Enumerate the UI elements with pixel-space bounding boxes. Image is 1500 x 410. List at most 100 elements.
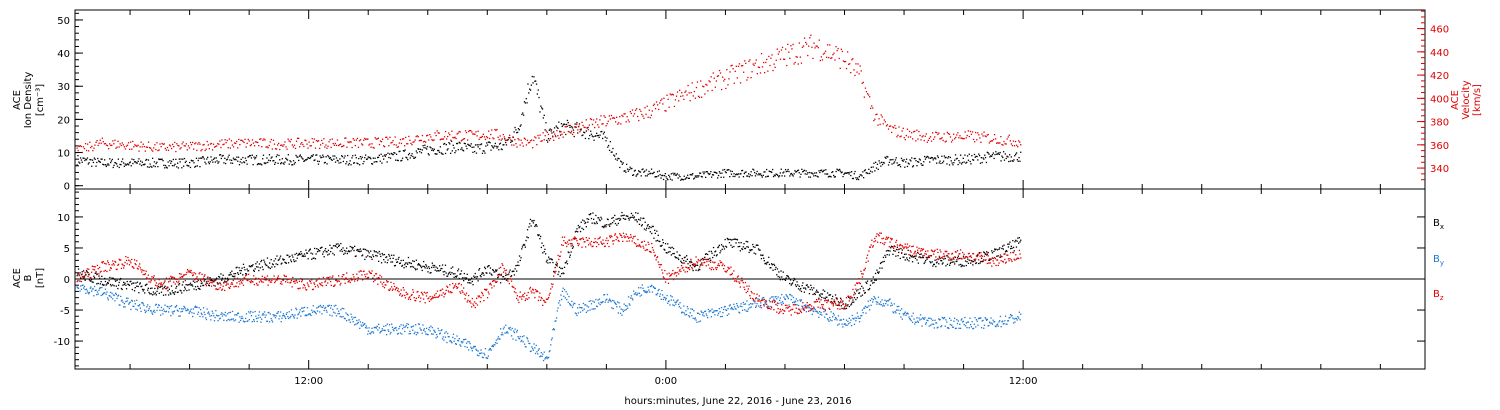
by-point <box>982 319 984 322</box>
by-point <box>270 317 272 320</box>
by-point <box>674 301 676 303</box>
bx-point <box>809 288 811 291</box>
by-point <box>950 319 952 321</box>
by-point <box>664 299 667 301</box>
density-point <box>492 147 495 149</box>
bx-point <box>633 217 635 219</box>
density-point <box>904 166 906 168</box>
by-point <box>773 298 775 300</box>
velocity-point <box>481 135 483 138</box>
by-point <box>611 299 614 302</box>
by-point <box>395 327 397 329</box>
bx-point <box>286 254 288 256</box>
bx-point <box>625 218 627 220</box>
density-point <box>237 156 240 158</box>
density-point <box>283 163 285 165</box>
bx-point <box>502 276 505 278</box>
velocity-point <box>169 145 172 147</box>
density-point <box>341 155 343 157</box>
by-point <box>656 294 658 296</box>
density-point <box>655 176 657 178</box>
density-point <box>77 155 79 157</box>
by-point <box>247 320 249 322</box>
velocity-point <box>159 143 161 145</box>
by-point <box>208 313 210 315</box>
bz-point <box>99 271 101 273</box>
velocity-point <box>835 46 837 48</box>
bx-point <box>89 280 91 282</box>
by-point <box>838 323 840 325</box>
by-point <box>836 319 838 321</box>
bx-point <box>1011 247 1013 249</box>
density-point <box>158 158 161 161</box>
by-point <box>569 304 571 306</box>
by-point <box>402 324 404 326</box>
by-point <box>866 306 869 308</box>
density-point <box>239 161 241 163</box>
bx-point <box>327 254 329 256</box>
density-point <box>164 164 167 167</box>
bz-point <box>101 262 104 264</box>
by-point <box>1015 317 1017 320</box>
bz-point <box>169 280 171 282</box>
density-point <box>277 162 279 164</box>
density-point <box>693 178 695 180</box>
density-point <box>828 175 830 178</box>
by-point <box>354 324 356 326</box>
by-point <box>615 303 617 306</box>
bx-point <box>359 251 361 253</box>
bx-point <box>621 211 623 214</box>
by-point <box>350 313 352 315</box>
by-point <box>701 311 703 313</box>
bx-point <box>611 217 613 219</box>
density-point <box>666 177 668 180</box>
velocity-point <box>752 63 754 65</box>
by-point <box>590 300 592 302</box>
bx-point <box>719 252 721 254</box>
velocity-point <box>585 119 587 121</box>
by-point <box>707 308 710 311</box>
by-point <box>271 321 274 323</box>
bx-point <box>913 256 915 258</box>
bx-point <box>833 300 835 303</box>
density-point <box>140 164 143 167</box>
bx-point <box>340 248 343 251</box>
bx-point <box>1006 250 1008 252</box>
by-point <box>147 304 149 306</box>
velocity-point <box>512 136 514 138</box>
velocity-point <box>346 146 348 148</box>
bx-point <box>569 254 571 256</box>
bx-point <box>652 225 654 228</box>
bx-point <box>107 281 109 284</box>
bx-point <box>360 250 362 252</box>
bx-point <box>396 261 399 263</box>
by-point <box>243 321 245 323</box>
velocity-point <box>610 114 613 117</box>
density-point <box>590 133 593 135</box>
by-point <box>847 320 849 322</box>
bx-point <box>739 245 741 248</box>
velocity-point <box>679 89 681 91</box>
by-point <box>1005 323 1007 325</box>
density-point <box>764 171 766 173</box>
density-point <box>517 128 520 130</box>
velocity-point <box>505 139 508 141</box>
bx-point <box>721 248 723 250</box>
by-point <box>157 306 159 309</box>
density-point <box>100 158 102 160</box>
density-point <box>396 159 399 161</box>
by-point <box>108 295 110 297</box>
bz-point <box>157 283 160 285</box>
velocity-point <box>916 129 918 131</box>
by-point <box>266 320 268 322</box>
by-point <box>854 317 856 319</box>
density-point <box>286 159 289 161</box>
velocity-tick-label: 380 <box>1430 118 1449 129</box>
bx-point <box>265 264 267 266</box>
velocity-point <box>637 115 639 118</box>
by-point <box>309 313 311 315</box>
density-point <box>416 152 418 154</box>
bx-point <box>989 258 991 261</box>
by-point <box>867 300 869 302</box>
density-point <box>130 165 132 167</box>
